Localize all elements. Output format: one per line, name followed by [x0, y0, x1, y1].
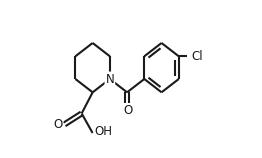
Text: N: N	[106, 73, 114, 85]
Text: Cl: Cl	[191, 50, 203, 63]
Text: O: O	[54, 118, 63, 131]
Text: O: O	[123, 104, 133, 117]
Text: OH: OH	[94, 125, 112, 138]
